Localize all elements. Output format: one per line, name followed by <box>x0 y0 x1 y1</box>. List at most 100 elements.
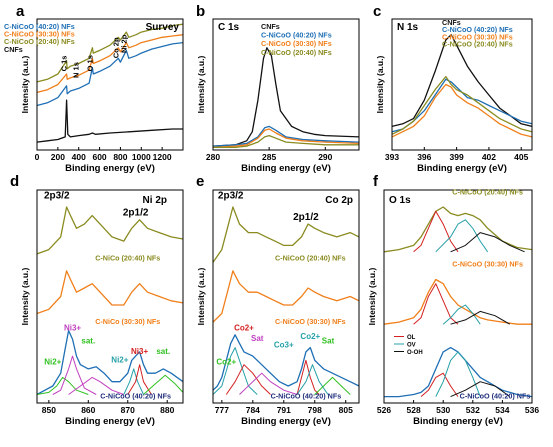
legend-label-b-c-nicoo-40-20-nfs: C-NiCoO (40:20) NFs <box>261 31 332 40</box>
series-d-7-ni3 <box>127 364 152 395</box>
x-tick-label-e-784: 784 <box>246 405 260 415</box>
series-d-0-c-nico-20-40-nfs <box>36 206 184 255</box>
x-tick-label-e-791: 791 <box>277 405 291 415</box>
series-f-5-ol <box>413 283 459 325</box>
x-axis-label-c: Binding energy (eV) <box>417 163 507 174</box>
y-axis-label-f: Intensity (a.u.) <box>367 268 377 326</box>
annotation-f-1-c-nicoo-30-30-nfs: C-NiCoO (30:30) NFs <box>452 260 523 269</box>
series-b-2-c-nicoo-30-30-nfs <box>212 128 360 149</box>
x-tick-label-a-600: 600 <box>92 152 106 162</box>
x-tick-label-b-290: 290 <box>318 152 332 162</box>
x-axis-label-a: Binding energy (eV) <box>65 163 155 174</box>
series-c-3-c-nicoo-20-40-nfs <box>391 75 533 135</box>
plot-frame-c <box>391 18 533 151</box>
series-e-8-sat <box>314 376 351 395</box>
annotation-d-5-ni2: Ni2+ <box>44 358 61 367</box>
x-tick-label-c-405: 405 <box>514 152 528 162</box>
annotation-d-10-sat: sat. <box>156 347 170 356</box>
series-e-2-c-nicoo-40-20-nfs <box>212 334 360 391</box>
x-tick-label-b-280: 280 <box>206 152 220 162</box>
plot-frame-b <box>212 18 360 151</box>
x-tick-label-f-528: 528 <box>407 405 421 415</box>
series-a-1-c-nicoo-30-30-nfs <box>36 34 184 94</box>
x-tick-label-a-1200: 1200 <box>153 152 172 162</box>
legend-label-c-c-nicoo-30-30-nfs: C-NiCoO (30:30) NFs <box>442 32 513 41</box>
x-tick-label-f-536: 536 <box>525 405 539 415</box>
panel-label-c: c <box>373 3 381 20</box>
legend-label-a-c-nicoo-30-30-nfs: C-NiCoO (30:30) NFs <box>4 30 75 39</box>
series-c-2-c-nicoo-30-30-nfs <box>391 83 533 138</box>
x-tick-label-d-860: 860 <box>81 405 95 415</box>
series-b-0-cnfs <box>212 47 360 147</box>
plot-frame-a <box>36 18 184 151</box>
x-tick-label-a-400: 400 <box>72 152 86 162</box>
annotation-a-3-co-2p: Co 2p <box>111 37 120 58</box>
x-tick-label-c-399: 399 <box>450 152 464 162</box>
legend-label-b-c-nicoo-30-30-nfs: C-NiCoO (30:30) NFs <box>261 39 332 48</box>
x-tick-label-b-285: 285 <box>262 152 276 162</box>
x-tick-label-e-798: 798 <box>308 405 322 415</box>
y-axis-label-d: Intensity (a.u.) <box>20 268 30 326</box>
panel-f: 526 528 530 532 534 536 Binding energy (eV) Int… <box>367 173 539 427</box>
legend-label-a-c-nicoo-40-20-nfs: C-NiCoO (40:20) NFs <box>4 22 75 31</box>
series-e-4-co2 <box>225 364 271 395</box>
annotation-e-3-c-nicoo-30-30-nfs: C-NiCoO (30:30) NFs <box>275 317 346 326</box>
legend-label-c-c-nicoo-20-40-nfs: C-NiCoO (20:40) NFs <box>442 40 513 49</box>
panel-label-a: a <box>16 3 25 20</box>
y-axis-label-e: Intensity (a.u.) <box>196 268 206 326</box>
y-axis-label-b: Intensity (a.u.) <box>196 56 206 114</box>
annotation-a-2-o-1s: O 1s <box>85 55 94 71</box>
panel-title-c: N 1s <box>397 22 419 33</box>
annotation-d-7-sat: sat. <box>81 336 95 345</box>
panel-label-d: d <box>10 173 19 190</box>
annotation-e-4-c-nicoo-40-20-nfs: C-NiCoO (40:20) NFs <box>271 392 342 401</box>
annotation-d-0-2p3-2: 2p3/2 <box>44 191 70 202</box>
series-f-11-o-oh <box>450 381 511 398</box>
x-axis-label-d: Binding energy (eV) <box>65 416 155 427</box>
series-f-3-o-oh <box>450 232 525 253</box>
annotation-e-10-sat: Sat <box>322 336 335 345</box>
series-f-4-c-nicoo-30-30-nfs <box>383 278 532 325</box>
x-axis-label-b: Binding energy (eV) <box>241 163 331 174</box>
panel-title-f: O 1s <box>389 195 411 206</box>
annotation-a-4-ni-2p: Ni 2p <box>119 34 128 53</box>
series-b-3-c-nicoo-20-40-nfs <box>213 134 359 149</box>
panel-label-b: b <box>196 3 205 20</box>
series-e-7-co2 <box>296 364 329 395</box>
x-tick-label-a-200: 200 <box>51 152 65 162</box>
x-tick-label-a-1000: 1000 <box>132 152 151 162</box>
series-f-1-ol <box>413 210 459 253</box>
y-axis-label-c: Intensity (a.u.) <box>375 56 385 114</box>
x-tick-label-f-532: 532 <box>466 405 480 415</box>
x-tick-label-f-534: 534 <box>495 405 509 415</box>
x-tick-label-f-526: 526 <box>377 405 391 415</box>
panel-title-d: Ni 2p <box>143 195 167 206</box>
series-f-9-ol <box>420 372 459 397</box>
x-tick-label-e-805: 805 <box>339 405 353 415</box>
annotation-d-6-ni3: Ni3+ <box>64 324 81 333</box>
series-d-2-c-nicoo-40-20-nfs <box>36 329 184 396</box>
annotation-d-8-ni2: Ni2+ <box>111 356 128 365</box>
series-f-7-o-oh <box>450 310 511 325</box>
plot-frame-f <box>383 189 533 404</box>
series-e-1-c-nicoo-30-30-nfs <box>212 270 360 323</box>
series-e-5-sat <box>239 372 298 395</box>
panel-e: 777 784 791 798 805 Binding energy (eV) Intens… <box>196 173 360 427</box>
annotation-e-2-c-nicoo-20-40-nfs: C-NiCoO (20:40) NFs <box>275 253 346 262</box>
plot-frame-d <box>36 189 184 404</box>
series-e-6-co3 <box>296 359 320 395</box>
x-tick-label-d-850: 850 <box>42 405 56 415</box>
series-f-10-ov <box>435 351 481 397</box>
annotation-d-1-2p1-2: 2p1/2 <box>123 208 149 219</box>
x-tick-label-c-402: 402 <box>482 152 496 162</box>
annotation-d-4-c-nicoo-40-20-nfs: C-NiCoO (40:20) NFs <box>100 392 171 401</box>
annotation-d-2-c-nico-20-40-nfs: C-NiCo (20:40) NFs <box>95 253 160 262</box>
panel-label-e: e <box>196 173 204 190</box>
x-tick-label-f-530: 530 <box>436 405 450 415</box>
series-b-1-c-nicoo-40-20-nfs <box>212 125 360 147</box>
series-a-0-c-nicoo-20-40-nfs <box>36 23 184 83</box>
panel-title-a: Survey <box>146 22 180 33</box>
